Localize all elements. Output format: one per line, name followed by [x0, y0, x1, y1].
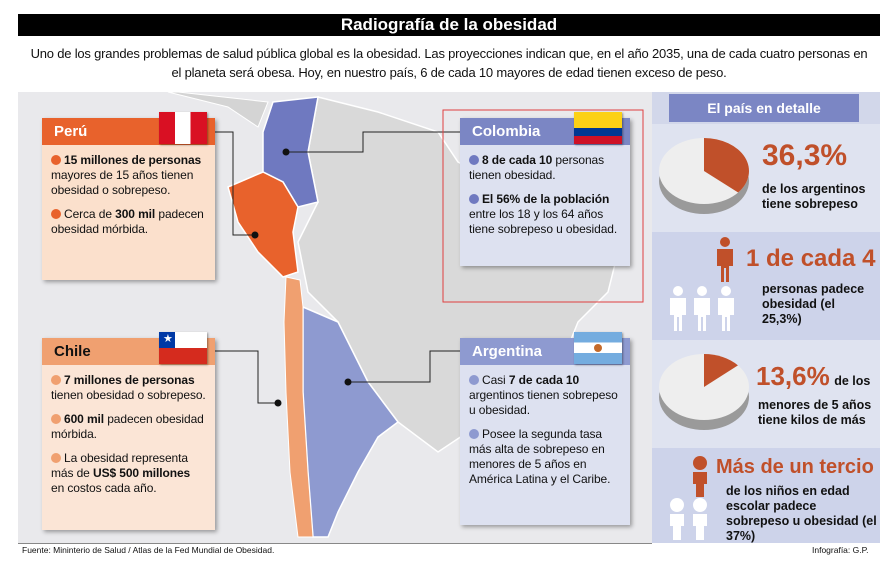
- colombia-highlight-frame: [442, 109, 644, 303]
- chile-bullet: La obesidad representa más de US$ 500 mi…: [51, 451, 191, 495]
- stat3-text: menores de 5 años tiene kilos de más: [758, 398, 872, 427]
- person-highlight-icon: [714, 236, 736, 289]
- marker-colombia: [282, 148, 290, 156]
- stat-school-children: Más de un tercio de los niños en edad es…: [652, 448, 880, 543]
- map-chile: [283, 276, 314, 538]
- page-title: Radiografía de la obesidad: [18, 14, 880, 36]
- stat2-value: 1 de cada 4: [746, 245, 876, 272]
- children-icon: [667, 498, 713, 547]
- stat-children-under-5: 13,6% de los menores de 5 años tiene kil…: [652, 340, 880, 448]
- panel-heading: El país en detalle: [669, 94, 859, 122]
- credit-note: Infografía: G.P.: [812, 545, 869, 555]
- stat1-value: 36,3%: [762, 139, 848, 172]
- stat1-text: de los argentinos tiene sobrepeso: [762, 182, 866, 211]
- stat2-text: personas padece obesidad (el 25,3%): [762, 282, 865, 326]
- footer-divider: [18, 543, 652, 544]
- peru-box: Perú 15 millones de personas mayores de …: [42, 112, 215, 280]
- peru-bullet: Cerca de 300 mil padecen obesidad mórbid…: [51, 207, 204, 236]
- stat4-text: de los niños en edad escolar padece sobr…: [726, 484, 877, 543]
- peru-bullet: 15 millones de personas mayores de 15 añ…: [51, 153, 202, 197]
- pie-slice-under-5: [704, 354, 738, 387]
- intro-text: Uno de los grandes problemas de salud pú…: [18, 36, 880, 92]
- pie-chart-overweight: [659, 138, 749, 214]
- connector-chile: [215, 350, 278, 404]
- source-note: Fuente: Mininterio de Salud / Atlas de l…: [22, 545, 275, 555]
- marker-peru: [251, 231, 259, 239]
- chile-bullet: 7 millones de personas tienen obesidad o…: [51, 373, 206, 402]
- stat4-value: Más de un tercio: [716, 456, 874, 478]
- argentina-flag-icon: [574, 332, 622, 364]
- stat-overweight: 36,3% de los argentinos tiene sobrepeso: [652, 124, 880, 232]
- argentina-bullet: Posee la segunda tasa más alta de sobrep…: [469, 427, 611, 486]
- marker-argentina: [344, 378, 352, 386]
- people-icon: [667, 285, 739, 340]
- colombia-box: Colombia 8 de cada 10 personas tienen ob…: [460, 112, 630, 266]
- map-peru: [227, 171, 299, 278]
- chile-bullet: 600 mil padecen obesidad mórbida.: [51, 412, 204, 441]
- argentina-box: Argentina Casi 7 de cada 10 argentinos t…: [460, 332, 630, 525]
- colombia-flag-icon: [574, 112, 622, 144]
- colombia-bullet: 8 de cada 10 personas tienen obesidad.: [469, 153, 604, 182]
- chile-box: Chile ★ 7 millones de personas tienen ob…: [42, 332, 215, 530]
- pie-slice-overweight: [704, 138, 749, 193]
- chile-flag-icon: ★: [159, 332, 207, 364]
- detail-panel: El país en detalle 36,3% de los argentin…: [652, 92, 880, 543]
- child-highlight-icon: [690, 456, 710, 503]
- pie-chart-under-5: [659, 354, 749, 430]
- stat3-headline: 13,6% de los: [756, 361, 871, 391]
- argentina-bullet: Casi 7 de cada 10 argentinos tienen sobr…: [469, 373, 618, 417]
- colombia-bullet: El 56% de la población entre los 18 y lo…: [469, 192, 618, 236]
- stat-obesity: 1 de cada 4 personas padece obesidad (el…: [652, 232, 880, 340]
- marker-chile: [274, 399, 282, 407]
- connector-argentina: [348, 350, 478, 383]
- connector-peru: [215, 131, 255, 236]
- connector-colombia: [286, 131, 478, 153]
- peru-flag-icon: [159, 112, 207, 144]
- map-central-america: [167, 92, 269, 128]
